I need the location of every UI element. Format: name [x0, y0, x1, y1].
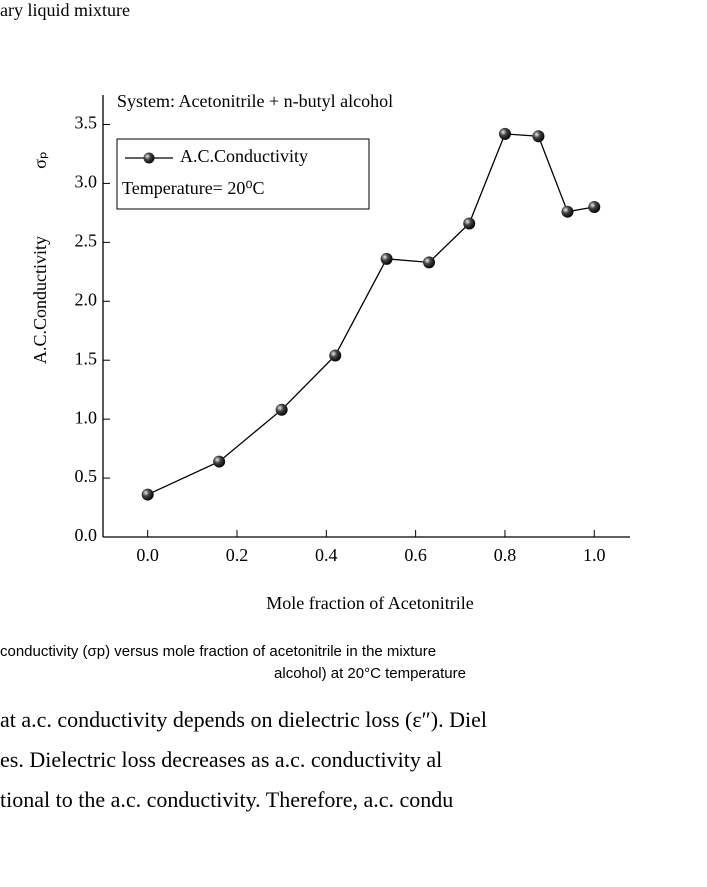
chart: 0.0 0.5 1.0 1.5 2.0 2.5 3.0 3.5 0.0 0.2 0.4 0.6 0.8 1… [30, 91, 630, 613]
x-tick-label: 0.2 [226, 545, 249, 565]
data-point [498, 127, 511, 140]
legend-label: A.C.Conductivity [180, 146, 308, 166]
data-point [275, 403, 288, 416]
legend-note: Temperature= 20⁰C [122, 178, 265, 198]
y-axis-symbol: σₚ [30, 151, 50, 168]
data-point [588, 200, 601, 213]
x-axis-label: Mole fraction of Acetonitrile [266, 593, 473, 613]
y-tick-label: 2.5 [75, 230, 98, 250]
body-line: es. Dielectric loss decreases as a.c. co… [0, 747, 442, 772]
body-line: tional to the a.c. conductivity. Therefo… [0, 787, 453, 812]
y-axis-label: A.C.Conductivity [30, 236, 50, 364]
data-point [380, 252, 393, 265]
data-point [423, 256, 436, 269]
y-tick-label: 0.0 [75, 525, 98, 545]
y-tick-label: 0.5 [75, 466, 98, 486]
y-tick-label: 3.0 [75, 172, 98, 192]
data-point [213, 455, 226, 468]
x-tick-label: 0.8 [494, 545, 517, 565]
y-tick-label: 1.5 [75, 348, 98, 368]
caption-line: conductivity (σp) versus mole fraction o… [0, 643, 436, 660]
x-tick-label: 1.0 [583, 545, 606, 565]
y-tick-label: 2.0 [75, 289, 98, 309]
data-point [561, 205, 574, 218]
caption-line: alcohol) at 20°C temperature [274, 665, 466, 682]
x-tick-label: 0.6 [404, 545, 427, 565]
body-line: at a.c. conductivity depends on dielectr… [0, 707, 487, 732]
data-point [532, 130, 545, 143]
annotation: System: Acetonitrile + n-butyl alcohol [117, 91, 393, 111]
y-tick-label: 1.0 [75, 407, 98, 427]
x-tick-label: 0.0 [136, 545, 159, 565]
top-text: ary liquid mixture [0, 0, 130, 20]
data-point [463, 217, 476, 230]
y-tick-label: 3.5 [75, 113, 98, 133]
x-tick-label: 0.4 [315, 545, 338, 565]
data-point [329, 349, 342, 362]
legend-box [116, 138, 370, 210]
data-point [141, 488, 154, 501]
legend-marker [143, 152, 155, 164]
